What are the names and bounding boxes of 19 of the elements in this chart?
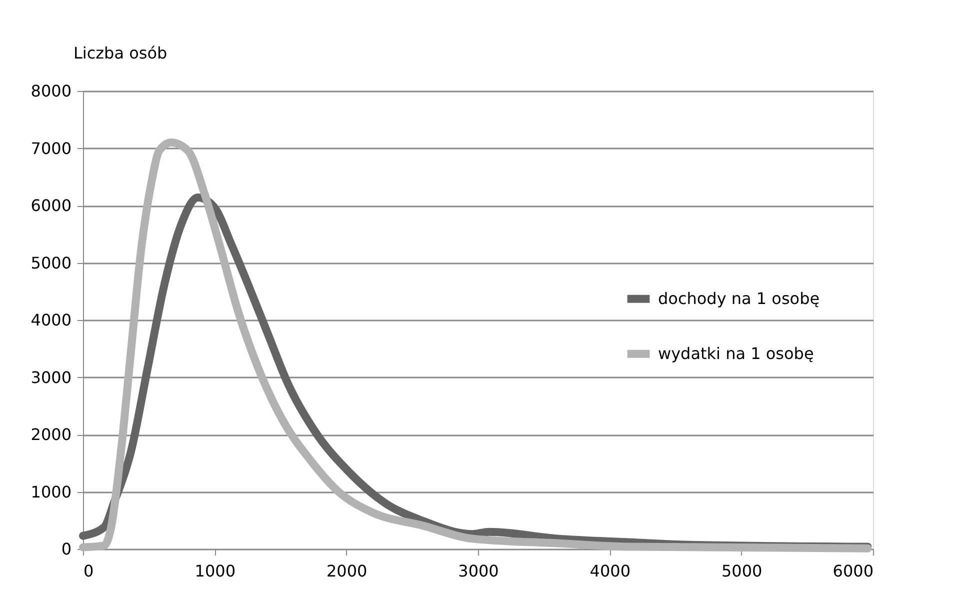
legend-label: dochody na 1 osobę	[658, 288, 820, 308]
y-tick-label: 1000	[30, 482, 72, 502]
x-tick-label: 4000	[590, 562, 631, 580]
y-tick-label: 5000	[30, 253, 72, 272]
y-tick-label: 8000	[30, 82, 72, 100]
x-tick-label: 5000	[721, 562, 762, 580]
y-tick-label: 4000	[30, 310, 72, 330]
y-tick-label: 0	[61, 540, 72, 558]
x-tick-label: 1000	[194, 562, 236, 580]
y-tick-label: 3000	[30, 368, 72, 387]
x-tick-label: 0	[84, 562, 94, 580]
x-tick-label: 3000	[458, 562, 499, 580]
x-tick-label: 6000	[832, 562, 874, 580]
y-axis-title: Liczba osób	[74, 44, 168, 62]
y-tick-label: 7000	[30, 138, 72, 158]
x-tick-label: 2000	[326, 562, 368, 580]
y-tick-label: 2000	[30, 425, 72, 444]
y-tick-label: 6000	[30, 196, 72, 215]
legend-label: wydatki na 1 osobę	[658, 344, 814, 363]
